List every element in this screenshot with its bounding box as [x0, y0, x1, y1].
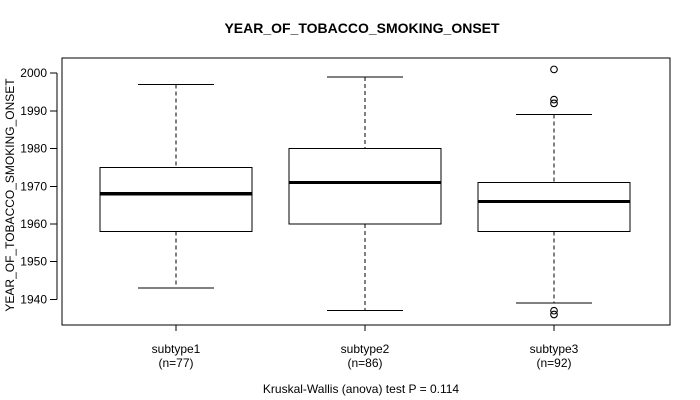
x-tick-sublabel: (n=92) [536, 356, 571, 370]
iqr-box [477, 182, 631, 233]
iqr-box [288, 148, 442, 225]
plot-frame [61, 57, 671, 326]
chart-title: YEAR_OF_TOBACCO_SMOKING_ONSET [224, 20, 500, 36]
y-axis-tick-label: 2000 [20, 66, 47, 80]
iqr-box [99, 166, 253, 233]
y-axis-tick-label: 1950 [20, 255, 47, 269]
x-tick-label: subtype1 [152, 342, 201, 356]
boxplot-subtype2: subtype2(n=86) [288, 76, 442, 370]
outlier-point [550, 306, 558, 315]
x-tick-sublabel: (n=77) [158, 356, 193, 370]
outlier-point [550, 65, 558, 74]
x-tick-label: subtype2 [341, 342, 390, 356]
outlier-point [550, 310, 558, 319]
y-axis-tick-label: 1940 [20, 292, 47, 306]
plot-area: 1940 1950 1960 1970 1980 1990 2000 subtype1(n=7… [20, 57, 671, 370]
stat-test-footnote: Kruskal-Wallis (anova) test P = 0.114 [263, 382, 460, 396]
boxplot-subtype3: subtype3(n=92) [477, 65, 631, 370]
y-axis-tick-label: 1970 [20, 179, 47, 193]
y-axis-tick-label: 1990 [20, 104, 47, 118]
boxplot-subtype1: subtype1(n=77) [99, 84, 253, 370]
y-axis-tick-label: 1960 [20, 217, 47, 231]
outlier-point [550, 95, 558, 104]
x-tick-sublabel: (n=86) [347, 356, 382, 370]
x-tick-label: subtype3 [530, 342, 579, 356]
outlier-point [550, 99, 558, 108]
y-axis-tick-label: 1980 [20, 142, 47, 156]
y-axis-title: YEAR_OF_TOBACCO_SMOKING_ONSET [3, 78, 17, 312]
